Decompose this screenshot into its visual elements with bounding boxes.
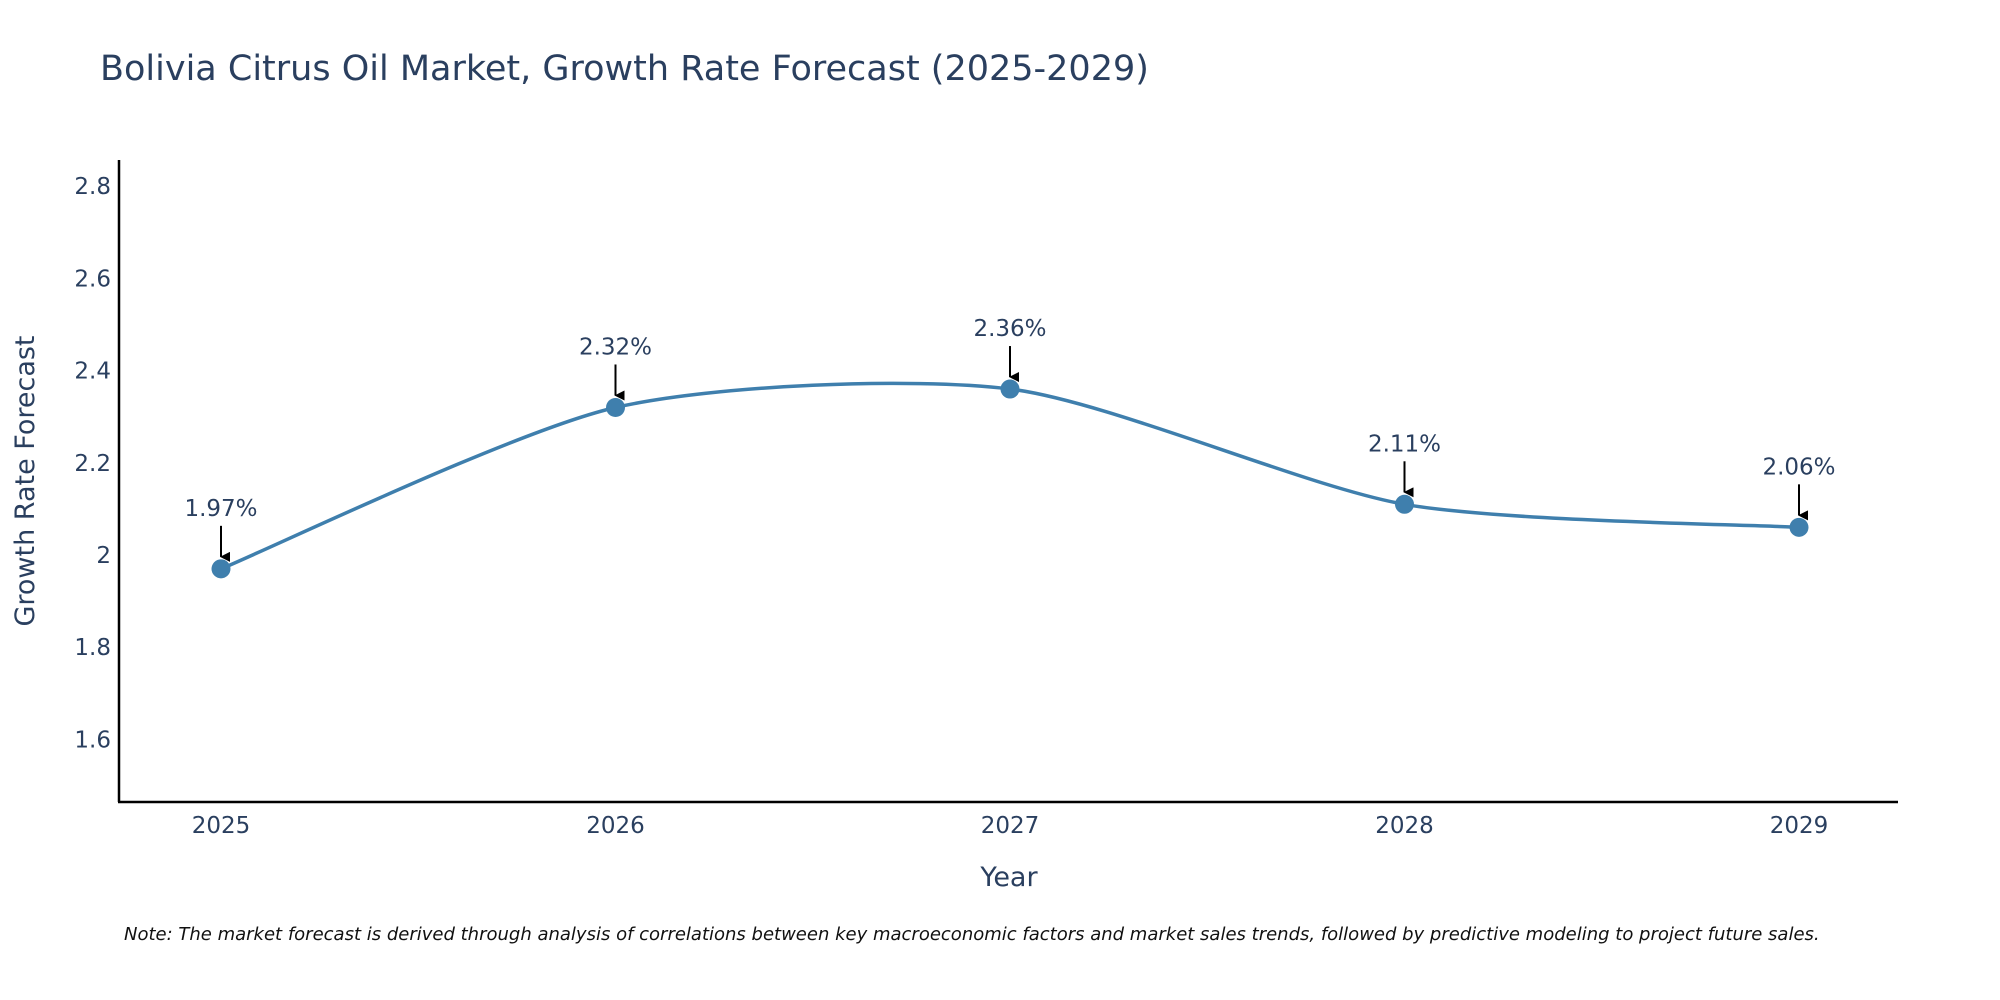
- data-label: 2.06%: [1762, 454, 1835, 480]
- y-axis-ticks: 1.6 1.8 2 2.2 2.4 2.6 2.8: [74, 174, 111, 753]
- data-label: 2.32%: [579, 334, 652, 360]
- data-label: 2.11%: [1368, 431, 1441, 457]
- x-axis-ticks: 2025 2026 2027 2028 2029: [192, 813, 1829, 839]
- data-annotations: 1.97% 2.32% 2.36% 2.11% 2.06%: [184, 316, 1836, 562]
- x-tick-label: 2026: [586, 813, 645, 839]
- data-point: [1395, 494, 1414, 514]
- data-label: 1.97%: [184, 496, 257, 522]
- data-markers: [211, 379, 1809, 579]
- y-tick-label: 2: [96, 543, 111, 569]
- data-point: [211, 559, 231, 579]
- y-tick-label: 2.4: [74, 359, 111, 385]
- data-point: [1789, 517, 1809, 537]
- data-point: [1000, 379, 1020, 399]
- x-tick-label: 2025: [192, 813, 251, 839]
- data-point: [606, 397, 625, 417]
- x-tick-label: 2028: [1375, 813, 1434, 839]
- chart-title: Bolivia Citrus Oil Market, Growth Rate F…: [100, 49, 1149, 89]
- y-tick-label: 1.6: [74, 727, 111, 753]
- series-line: [220, 381, 1800, 571]
- footnote: Note: The market forecast is derived thr…: [124, 924, 1820, 945]
- x-axis-title: Year: [979, 862, 1038, 893]
- y-tick-label: 1.8: [74, 635, 111, 661]
- data-label: 2.36%: [973, 316, 1046, 342]
- y-tick-label: 2.8: [74, 174, 111, 200]
- y-tick-label: 2.6: [74, 266, 111, 292]
- y-tick-label: 2.2: [74, 451, 111, 477]
- x-tick-label: 2029: [1770, 813, 1829, 839]
- x-tick-label: 2027: [981, 813, 1040, 839]
- y-axis-title: Growth Rate Forecast: [10, 335, 41, 626]
